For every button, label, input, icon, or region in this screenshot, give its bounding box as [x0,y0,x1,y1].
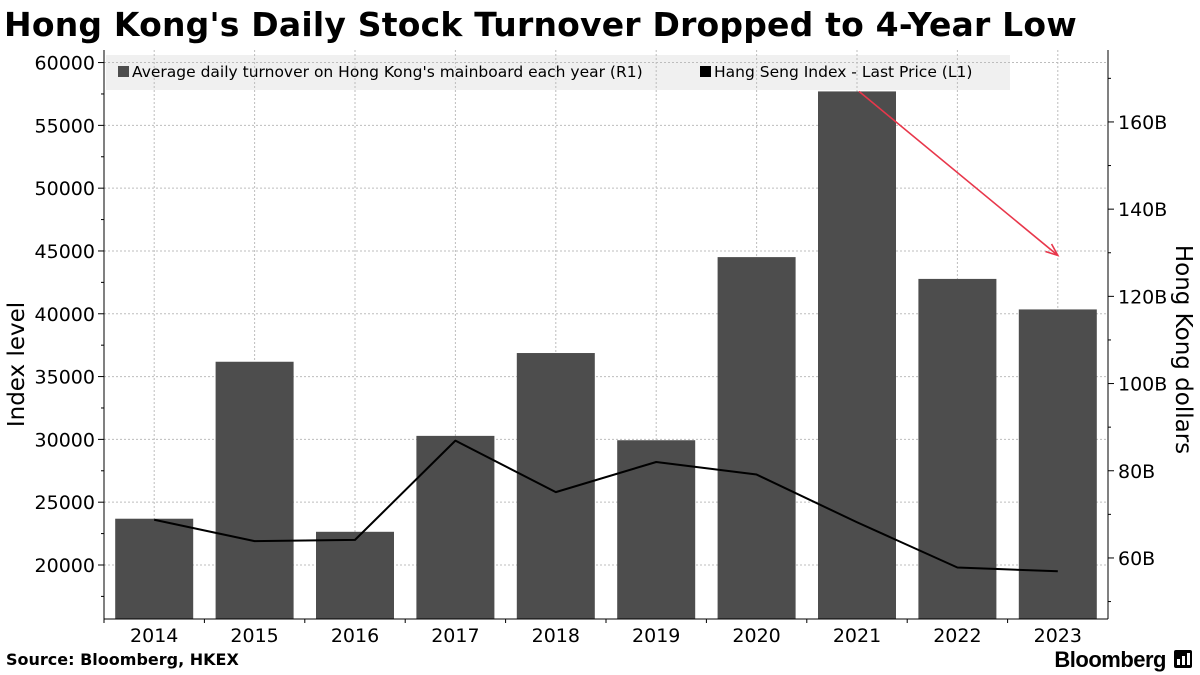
x-tick-label: 2014 [130,625,178,647]
bar-2017 [416,435,495,619]
bar-2019 [617,440,696,619]
bar-2014 [115,518,194,619]
right-tick-label: 60B [1118,548,1155,570]
x-tick-label: 2017 [431,625,479,647]
left-tick-label: 40000 [35,304,95,326]
bar-2018 [516,353,595,619]
right-tick-label: 80B [1118,461,1155,483]
left-tick-label: 35000 [35,367,95,389]
right-tick-label: 100B [1118,374,1167,396]
bar-2015 [215,361,294,619]
left-axis-title: Index level [4,302,30,427]
chart-title: Hong Kong's Daily Stock Turnover Dropped… [4,5,1077,44]
bar-2022 [918,278,997,619]
hang-seng-line [153,439,1058,573]
x-tick-label: 2020 [732,625,780,647]
x-tick-label: 2022 [933,625,981,647]
bar-2016 [316,531,394,619]
legend-swatch-turnover [118,66,129,77]
bloomberg-logo-text: Bloomberg [1054,647,1166,672]
bar-2020 [717,257,796,619]
x-tick-label: 2018 [532,625,580,647]
x-tick-label: 2021 [833,625,881,647]
x-tick-label: 2015 [230,625,278,647]
x-tick-label: 2019 [632,625,680,647]
axes: 20000 25000 30000 35000 40000 45000 50000 55000… [4,50,1196,647]
source-note: Source: Bloomberg, HKEX [6,650,239,669]
legend-label-turnover: Average daily turnover on Hong Kong's ma… [132,63,643,81]
left-tick-label: 60000 [35,53,95,75]
annotations [858,90,1060,257]
legend: Average daily turnover on Hong Kong's ma… [118,63,972,81]
hang-seng-line-path [153,439,1058,573]
decline-arrow-head [1045,243,1060,257]
right-axis-title: Hong Kong dollars [1170,245,1196,454]
left-tick-label: 50000 [35,178,95,200]
bloomberg-terminal-icon [1174,650,1192,668]
bar-2021 [818,91,896,620]
left-tick-label: 25000 [35,492,95,514]
legend-background [106,55,1010,90]
x-tick-label: 2016 [331,625,379,647]
left-tick-label: 20000 [35,555,95,577]
bar-2023 [1018,309,1097,619]
left-tick-label: 55000 [35,115,95,137]
left-tick-label: 30000 [35,429,95,451]
turnover-bars [115,91,1097,620]
legend-label-hang-seng: Hang Seng Index - Last Price (L1) [714,63,972,81]
right-tick-label: 140B [1118,199,1167,221]
right-tick-label: 120B [1118,286,1167,308]
right-tick-label: 160B [1118,112,1167,134]
x-tick-label: 2023 [1034,625,1082,647]
left-tick-label: 45000 [35,241,95,263]
decline-arrow-shaft [858,90,1059,257]
legend-swatch-hang-seng [700,66,711,77]
